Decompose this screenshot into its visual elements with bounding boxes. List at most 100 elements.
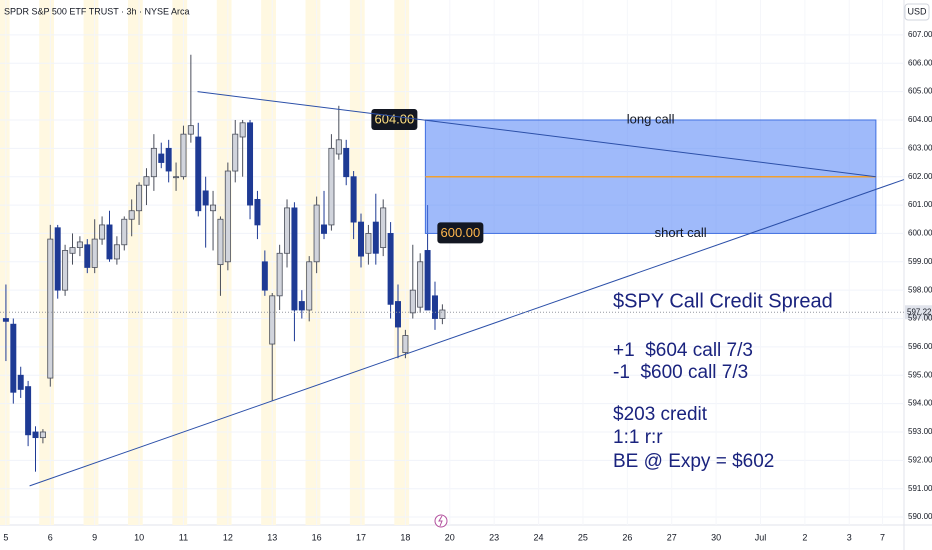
candle-body: [269, 295, 276, 345]
session-band: [394, 0, 410, 525]
x-tick-label: 26: [622, 532, 632, 542]
candle-body: [365, 233, 372, 254]
last-price-label: 597.22: [907, 307, 932, 316]
candle-body: [39, 431, 46, 439]
x-tick-label: 23: [489, 532, 499, 542]
annotation-line: +1 $604 call 7/3: [613, 340, 753, 361]
y-tick-label: 594.00: [908, 399, 932, 408]
x-tick-label: 17: [356, 532, 366, 542]
y-tick-label: 593.00: [908, 427, 932, 436]
y-tick-label: 597.00: [908, 314, 932, 323]
x-tick-label: 5: [3, 532, 8, 542]
candle-body: [372, 221, 379, 254]
annotation-line: $SPY Call Credit Spread: [613, 290, 833, 312]
candle-body: [402, 335, 409, 353]
candle-body: [350, 176, 357, 223]
candle-body: [99, 224, 106, 240]
y-tick-label: 591.00: [908, 484, 932, 493]
candle-body: [10, 323, 17, 393]
y-tick-label: 598.00: [908, 285, 932, 294]
annotation-line: -1 $600 call 7/3: [613, 362, 748, 383]
candle-body: [158, 153, 165, 163]
candle-body: [291, 207, 298, 311]
y-tick-label: 590.00: [908, 512, 932, 521]
y-tick-label: 603.00: [908, 143, 932, 152]
candle-body: [335, 139, 342, 155]
candle-body: [395, 301, 401, 328]
y-tick-label: 592.00: [908, 455, 932, 464]
currency-badge[interactable]: [904, 3, 930, 21]
candle-body: [409, 289, 416, 314]
x-tick-label: 13: [267, 532, 277, 542]
x-tick-label: 27: [667, 532, 677, 542]
candle-body: [69, 247, 76, 254]
candle-body: [106, 224, 113, 260]
zone-bottom-text: short call: [655, 225, 707, 240]
candle-body: [210, 204, 217, 212]
candle-body: [431, 295, 438, 319]
candle-body: [306, 261, 313, 311]
candle-body: [343, 147, 350, 178]
x-tick-label: 18: [400, 532, 410, 542]
annotation-line: $203 credit: [613, 404, 708, 425]
candle-body: [328, 147, 335, 226]
candle-body: [239, 122, 246, 138]
candle-body: [254, 198, 261, 226]
y-tick-label: 604.00: [908, 115, 932, 124]
candle-body: [217, 218, 224, 266]
candle-body: [136, 184, 143, 212]
candle-body: [387, 233, 394, 305]
zone-top-badge: [371, 108, 418, 130]
candle-body: [261, 261, 268, 291]
zone-bottom-label: 600.00: [440, 225, 480, 240]
x-tick-label: Jul: [755, 532, 767, 542]
y-tick-label: 602.00: [908, 172, 932, 181]
session-band: [349, 0, 365, 525]
candle-body: [173, 176, 180, 179]
candle-body: [284, 207, 291, 254]
candle-body: [84, 244, 91, 268]
candle-body: [358, 221, 364, 257]
candle-body: [187, 125, 194, 135]
y-tick-label: 599.00: [908, 257, 932, 266]
candle-body: [25, 386, 32, 436]
chart-title: SPDR S&P 500 ETF TRUST · 3h · NYSE Arca: [4, 6, 190, 16]
y-tick-label: 600.00: [908, 229, 932, 238]
y-tick-label: 606.00: [908, 58, 932, 67]
session-band: [0, 0, 10, 525]
x-tick-label: 24: [534, 532, 544, 542]
candle-body: [202, 190, 209, 206]
candle-body: [180, 133, 187, 178]
x-tick-label: 2: [802, 532, 807, 542]
candle-body: [380, 207, 387, 249]
candle-body: [143, 176, 150, 186]
events-bolt: [438, 515, 443, 527]
y-tick-label: 601.00: [908, 200, 932, 209]
annotation-line: 1:1 r:r: [613, 427, 663, 448]
x-tick-label: 3: [847, 532, 852, 542]
y-tick-label: 596.00: [908, 342, 932, 351]
x-tick-label: 9: [92, 532, 97, 542]
candle-body: [32, 431, 39, 439]
candle-body: [17, 374, 24, 390]
candle-body: [313, 204, 320, 263]
session-band: [172, 0, 188, 525]
session-band: [127, 0, 143, 525]
x-tick-label: 16: [312, 532, 322, 542]
candle-body: [128, 210, 135, 220]
candle-body: [232, 133, 239, 172]
candle-body: [195, 136, 202, 212]
candle-body: [276, 252, 283, 297]
candle-body: [439, 309, 446, 319]
y-tick-label: 607.00: [908, 30, 932, 39]
candle-body: [113, 244, 120, 260]
candle-body: [424, 250, 431, 311]
x-tick-label: 10: [134, 532, 144, 542]
candle-body: [54, 227, 61, 291]
candle-body: [165, 147, 172, 172]
candle-body: [247, 122, 254, 206]
trendline: [197, 91, 876, 178]
candle-body: [121, 218, 128, 246]
annotation-line: BE @ Expy = $602: [613, 451, 774, 472]
